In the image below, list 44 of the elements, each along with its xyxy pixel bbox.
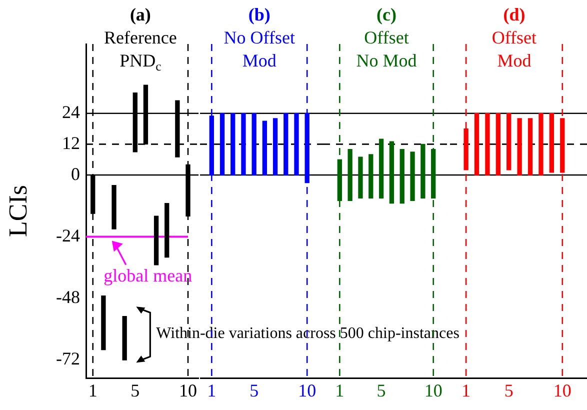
bar	[294, 113, 299, 176]
bar	[101, 295, 106, 350]
bar	[241, 113, 246, 176]
y-tick-label: 12	[62, 132, 80, 153]
legend-label: global mean	[104, 265, 192, 286]
x-tick-label: 5	[376, 380, 386, 401]
bar	[230, 113, 236, 176]
x-tick-label: 1	[462, 380, 471, 401]
chart-title: (c) Offset No Mod	[356, 4, 417, 71]
bar	[348, 149, 352, 202]
y-tick-label: 0	[71, 164, 80, 184]
bar	[252, 113, 256, 176]
bar	[358, 156, 363, 198]
bar	[284, 113, 288, 176]
bar	[220, 113, 225, 176]
bar	[368, 154, 374, 198]
x-tick-label: 5	[504, 380, 514, 401]
x-tick-label: 1	[335, 380, 344, 401]
bar	[389, 141, 394, 204]
bar	[122, 316, 127, 360]
chart-title: (d) Offset Mod	[492, 4, 537, 71]
bar	[420, 144, 426, 198]
x-tick-label: 10	[179, 380, 197, 401]
bar	[154, 216, 159, 266]
bar	[112, 184, 116, 230]
x-tick-label: 5	[130, 380, 140, 401]
bar	[272, 118, 278, 176]
x-tick-label: 10	[553, 380, 572, 401]
x-tick-label: 10	[298, 380, 316, 401]
bar	[262, 120, 268, 176]
y-axis-title: LCIs	[3, 185, 32, 237]
bar	[410, 152, 415, 202]
bar	[378, 138, 384, 198]
y-tick-label: -48	[56, 287, 80, 308]
x-tick-label: 5	[250, 380, 259, 401]
x-tick-label: 10	[424, 380, 442, 401]
x-tick-label: 1	[88, 380, 98, 401]
chart-title: (b) No Offset Mod	[224, 4, 295, 71]
bar	[164, 202, 170, 258]
y-tick-label: -24	[56, 225, 80, 246]
bar	[400, 149, 404, 204]
y-tick-label: -72	[56, 348, 80, 369]
x-tick-label: 1	[207, 380, 216, 401]
y-tick-label: 24	[62, 102, 80, 122]
